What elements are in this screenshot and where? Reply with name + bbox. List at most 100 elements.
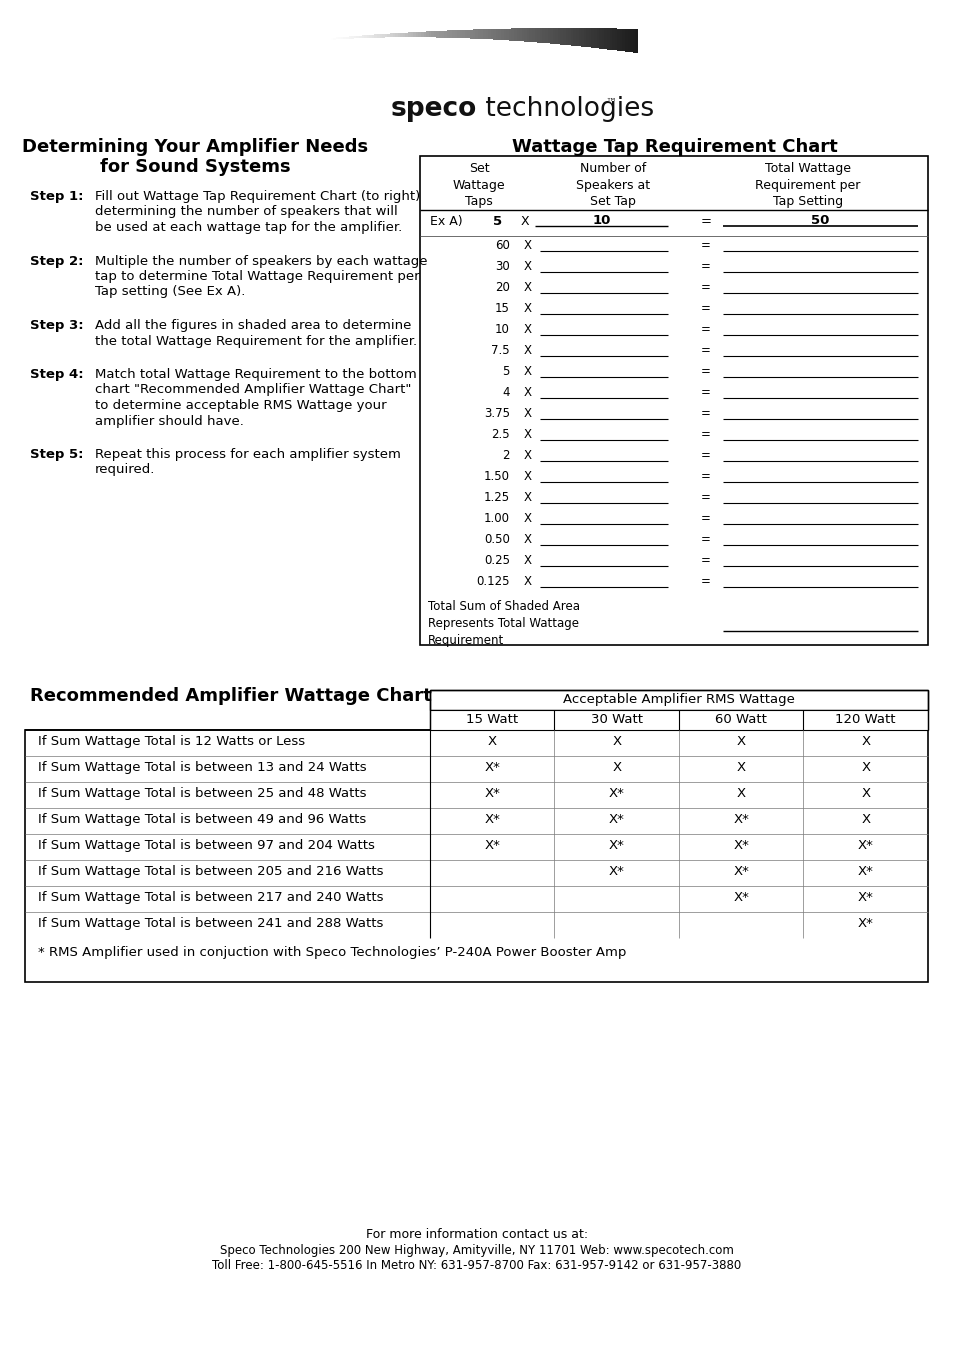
Polygon shape [459, 30, 462, 38]
Polygon shape [542, 28, 544, 43]
Polygon shape [416, 32, 418, 38]
Text: X: X [523, 407, 532, 420]
Polygon shape [384, 34, 387, 38]
Text: For more information contact us at:: For more information contact us at: [366, 1228, 587, 1242]
Polygon shape [576, 28, 578, 46]
Text: 10: 10 [592, 213, 610, 227]
Polygon shape [550, 28, 552, 43]
Polygon shape [624, 28, 627, 51]
Polygon shape [598, 28, 601, 49]
Polygon shape [387, 34, 390, 38]
Polygon shape [568, 28, 570, 46]
Polygon shape [410, 32, 413, 38]
Text: tap to determine Total Wattage Requirement per: tap to determine Total Wattage Requireme… [95, 270, 419, 282]
Text: Determining Your Amplifier Needs: Determining Your Amplifier Needs [22, 138, 368, 155]
Text: technologies: technologies [476, 96, 654, 122]
Polygon shape [449, 30, 452, 38]
Text: Step 4:: Step 4: [30, 367, 84, 381]
Polygon shape [475, 30, 477, 39]
Polygon shape [560, 28, 562, 45]
Polygon shape [588, 28, 591, 47]
Polygon shape [351, 36, 354, 39]
Text: Set
Wattage
Taps: Set Wattage Taps [453, 162, 505, 208]
Polygon shape [529, 28, 532, 42]
Text: X*: X* [608, 839, 624, 852]
Polygon shape [526, 28, 529, 42]
Text: 30 Watt: 30 Watt [590, 713, 642, 725]
Text: Step 5:: Step 5: [30, 449, 84, 461]
Polygon shape [583, 28, 586, 47]
Text: If Sum Wattage Total is between 217 and 240 Watts: If Sum Wattage Total is between 217 and … [38, 892, 383, 904]
Polygon shape [426, 31, 428, 38]
Bar [718, 320, 927, 340]
Text: X*: X* [733, 892, 748, 904]
Polygon shape [462, 30, 464, 38]
Bar [718, 278, 927, 299]
Text: X: X [523, 490, 532, 504]
Polygon shape [539, 28, 542, 43]
Polygon shape [503, 28, 506, 41]
Polygon shape [408, 32, 410, 38]
Bar [419, 155, 927, 644]
Text: be used at each wattage tap for the amplifier.: be used at each wattage tap for the ampl… [95, 222, 402, 234]
Text: X: X [523, 428, 532, 440]
Text: Match total Wattage Requirement to the bottom: Match total Wattage Requirement to the b… [95, 367, 416, 381]
Polygon shape [480, 30, 482, 39]
Polygon shape [534, 28, 537, 42]
Text: =: = [700, 323, 710, 336]
Polygon shape [340, 36, 343, 39]
Text: X: X [736, 761, 745, 774]
Text: Wattage Tap Requirement Chart: Wattage Tap Requirement Chart [512, 138, 837, 155]
Bar [718, 530, 927, 551]
Text: X: X [861, 735, 869, 748]
Polygon shape [482, 30, 485, 39]
Text: Multiple the number of speakers by each wattage: Multiple the number of speakers by each … [95, 254, 427, 267]
Text: 10: 10 [495, 323, 510, 336]
Text: X: X [861, 761, 869, 774]
Text: X*: X* [857, 865, 873, 878]
Text: 1.50: 1.50 [483, 470, 510, 484]
Polygon shape [635, 28, 638, 53]
Text: X*: X* [484, 813, 499, 825]
Polygon shape [393, 34, 395, 38]
Text: X: X [523, 512, 532, 526]
Text: =: = [700, 490, 710, 504]
Text: X: X [523, 303, 532, 315]
Polygon shape [524, 28, 526, 42]
Bar [430, 690, 927, 711]
Text: =: = [700, 534, 710, 546]
Text: X*: X* [733, 865, 748, 878]
Text: =: = [700, 345, 710, 357]
Text: 0.25: 0.25 [483, 554, 510, 567]
Polygon shape [348, 36, 351, 39]
Text: Step 2:: Step 2: [30, 254, 84, 267]
Text: =: = [700, 239, 710, 253]
Polygon shape [376, 34, 379, 38]
Bar [718, 571, 927, 593]
Polygon shape [400, 32, 402, 38]
Text: X*: X* [608, 788, 624, 800]
Bar [718, 404, 927, 426]
Polygon shape [397, 32, 400, 38]
Text: X: X [736, 735, 745, 748]
Polygon shape [570, 28, 573, 46]
Text: 2: 2 [502, 449, 510, 462]
Polygon shape [402, 32, 405, 38]
Text: X*: X* [608, 865, 624, 878]
Text: X*: X* [733, 813, 748, 825]
Text: X: X [487, 735, 497, 748]
Polygon shape [521, 28, 524, 42]
Polygon shape [472, 30, 475, 39]
Polygon shape [612, 28, 614, 50]
Text: X*: X* [733, 839, 748, 852]
Text: X: X [612, 761, 620, 774]
Text: determining the number of speakers that will: determining the number of speakers that … [95, 205, 397, 219]
Polygon shape [372, 35, 375, 38]
Text: 0.50: 0.50 [483, 534, 510, 546]
Polygon shape [390, 34, 393, 38]
Polygon shape [544, 28, 547, 43]
Text: X: X [523, 554, 532, 567]
Text: 4: 4 [502, 386, 510, 399]
Text: =: = [700, 303, 710, 315]
Text: If Sum Wattage Total is between 25 and 48 Watts: If Sum Wattage Total is between 25 and 4… [38, 788, 366, 800]
